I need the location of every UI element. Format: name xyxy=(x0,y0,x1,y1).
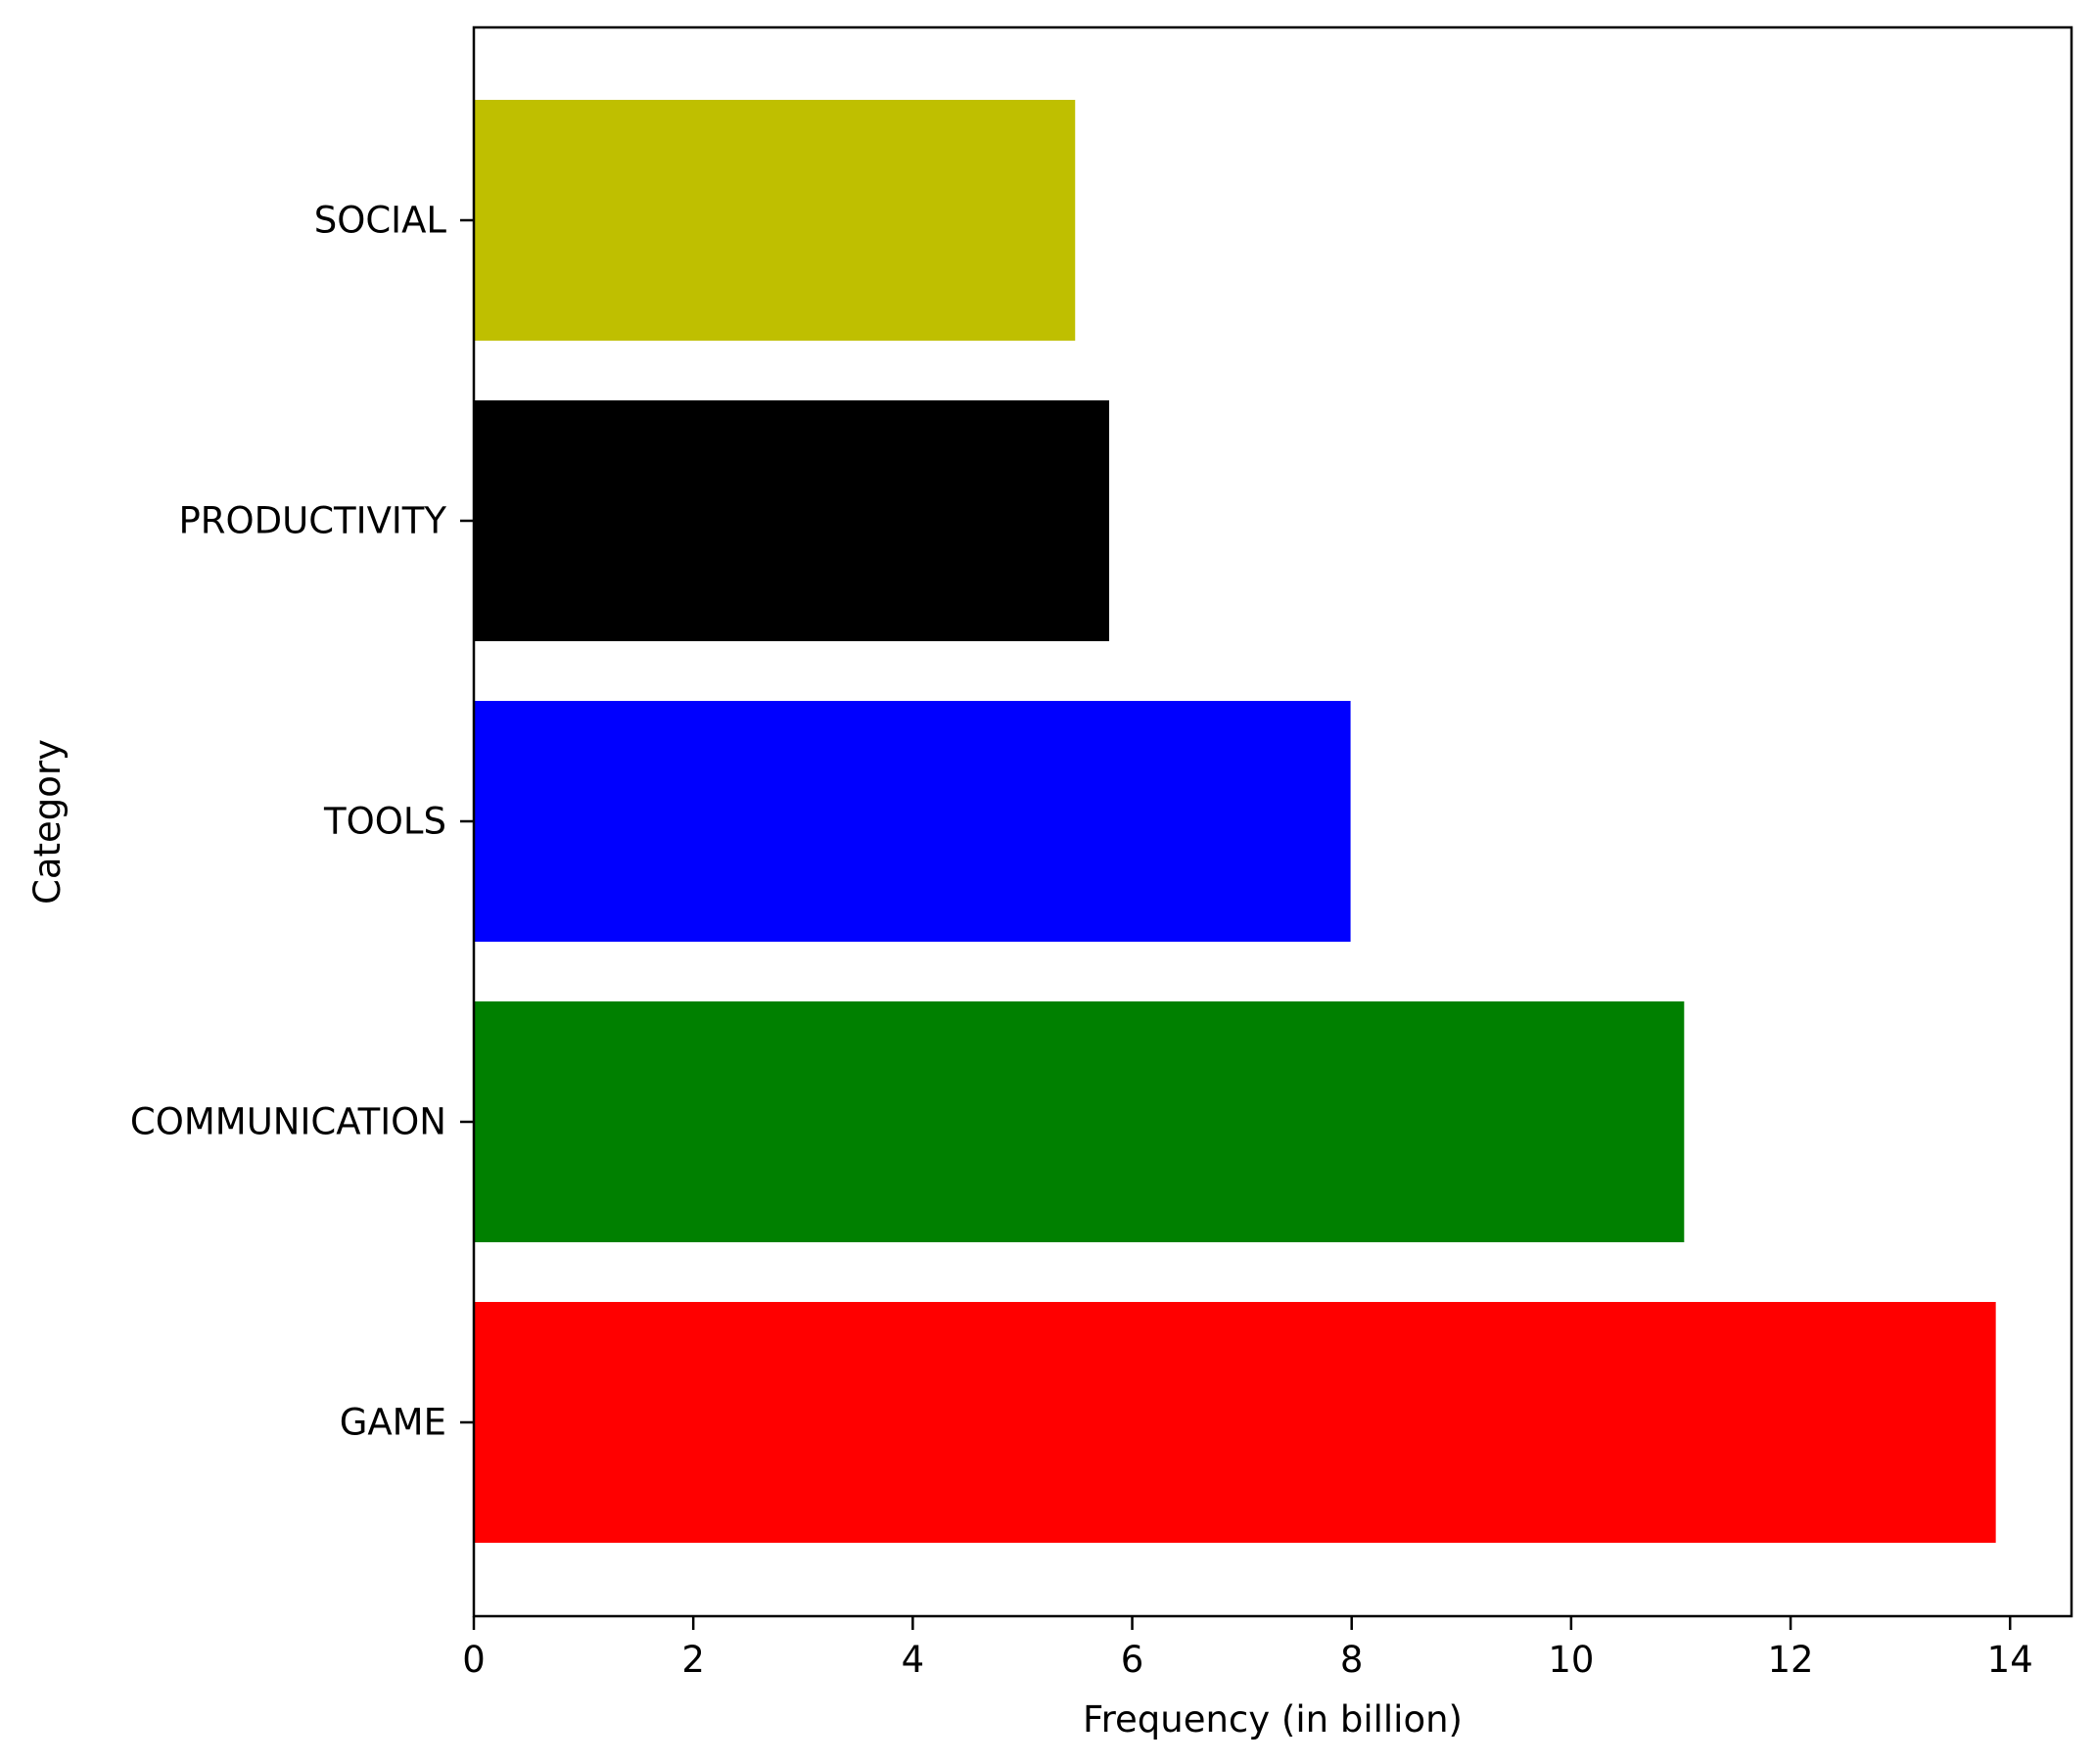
y-axis-ticks: SOCIAL PRODUCTIVITY TOOLS COMMUNICATION GAME xyxy=(130,200,474,1444)
x-tick-label: 2 xyxy=(681,1639,705,1681)
axes-frame xyxy=(472,25,2073,1618)
bar-productivity xyxy=(474,400,1109,641)
x-tick-label: 8 xyxy=(1340,1639,1364,1681)
x-tick-label: 0 xyxy=(462,1639,486,1681)
bar-communication xyxy=(474,1001,1685,1242)
bar-game xyxy=(474,1302,1996,1543)
bars-group xyxy=(474,100,1996,1543)
y-axis-label: Category xyxy=(26,739,69,905)
x-axis-ticks: 0 2 4 6 8 10 12 14 xyxy=(462,1616,2033,1681)
y-tick-label: PRODUCTIVITY xyxy=(179,500,447,542)
y-tick-label: TOOLS xyxy=(323,801,446,843)
x-tick-label: 6 xyxy=(1121,1639,1144,1681)
bar-social xyxy=(474,100,1076,341)
x-tick-label: 14 xyxy=(1987,1639,2033,1681)
x-tick-label: 12 xyxy=(1768,1639,1814,1681)
x-tick-label: 4 xyxy=(902,1639,925,1681)
bar-tools xyxy=(474,701,1351,942)
y-tick-label: COMMUNICATION xyxy=(130,1101,446,1143)
x-tick-label: 10 xyxy=(1548,1639,1594,1681)
x-axis-label: Frequency (in billion) xyxy=(1083,1698,1463,1741)
y-tick-label: SOCIAL xyxy=(314,200,447,242)
y-tick-label: GAME xyxy=(340,1402,446,1444)
